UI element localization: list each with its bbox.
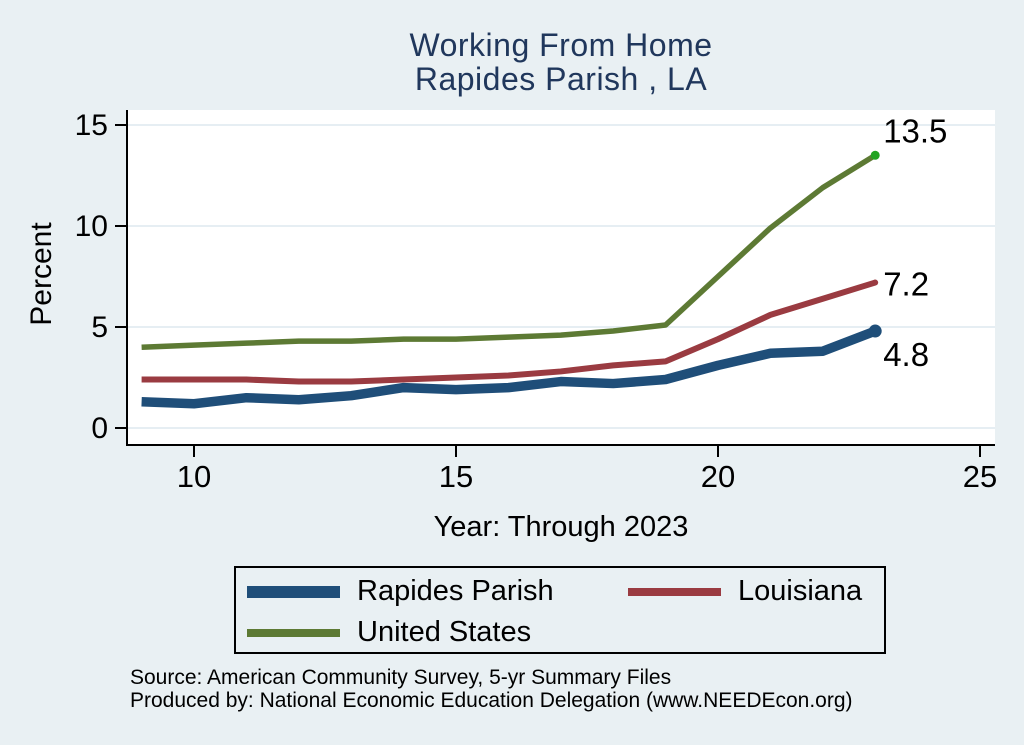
- legend-label-united-states: United States: [357, 616, 532, 648]
- source-line2: Produced by: National Economic Education…: [130, 689, 853, 712]
- series-line-rapides-parish: [141, 326, 877, 409]
- legend-swatch-rapides-parish: [247, 585, 340, 598]
- series-end-marker: [870, 150, 880, 160]
- legend-swatch-united-states: [247, 628, 340, 637]
- series-end-label: 13.5: [883, 112, 947, 149]
- chart-title: Working From Home Rapides Parish , LA: [127, 28, 995, 96]
- series-line-united-states: [141, 152, 877, 350]
- series-end-label: 4.8: [883, 336, 929, 373]
- y-tick-label: 0: [91, 412, 108, 445]
- x-tick-label: 15: [439, 459, 473, 494]
- legend-swatch-louisiana: [628, 587, 721, 596]
- legend-label-rapides-parish: Rapides Parish: [357, 575, 554, 607]
- legend-item-louisiana: Louisiana: [628, 575, 884, 608]
- source-line1: Source: American Community Survey, 5-yr …: [130, 666, 672, 689]
- x-axis-label: Year: Through 2023: [433, 511, 689, 543]
- plot-background: [127, 110, 995, 445]
- legend-label-louisiana: Louisiana: [738, 575, 863, 607]
- x-tick-label: 10: [177, 459, 211, 494]
- series-line-louisiana: [141, 279, 877, 385]
- y-tick-label: 15: [75, 109, 108, 142]
- series-end-marker: [868, 324, 882, 338]
- x-tick-label: 25: [963, 459, 997, 494]
- x-tick-label: 20: [701, 459, 735, 494]
- y-axis-label: Percent: [25, 222, 58, 326]
- series-end-marker: [872, 279, 879, 286]
- legend-item-rapides-parish: Rapides Parish: [247, 575, 628, 608]
- legend: Rapides Parish Louisiana United States: [234, 566, 886, 654]
- y-tick-label: 10: [75, 210, 108, 243]
- source-note: Source: American Community Survey, 5-yr …: [130, 666, 853, 712]
- chart-title-line1: Working From Home: [409, 27, 713, 63]
- series-end-label: 7.2: [883, 266, 929, 303]
- y-tick-label: 5: [91, 311, 108, 344]
- legend-item-united-states: United States: [247, 616, 628, 649]
- chart-title-line2: Rapides Parish , LA: [414, 61, 708, 97]
